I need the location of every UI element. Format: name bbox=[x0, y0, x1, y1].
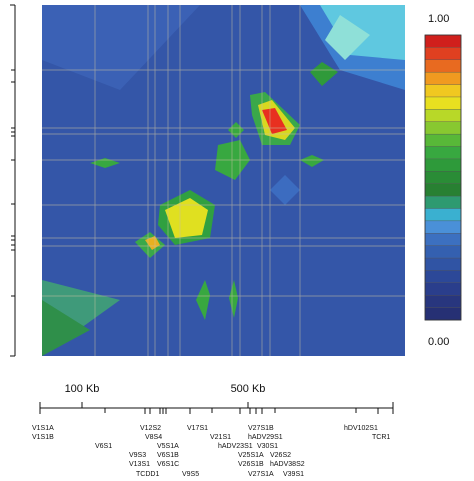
colorbar-band bbox=[424, 183, 462, 197]
gene-label: V8S4 bbox=[145, 434, 162, 441]
gene-label: V6S1 bbox=[95, 443, 112, 450]
gene-label: V1S1B bbox=[32, 434, 54, 441]
gene-label: TCDD1 bbox=[136, 471, 159, 478]
gene-label: TCR1 bbox=[372, 434, 390, 441]
gene-label: V5S1A bbox=[157, 443, 179, 450]
colorbar-band bbox=[424, 195, 462, 209]
gene-label: V9S3 bbox=[129, 452, 146, 459]
gene-label: hADV23S1 bbox=[218, 443, 253, 450]
colorbar-band bbox=[424, 109, 462, 123]
gene-label: V27S1A bbox=[248, 471, 274, 478]
map-labels: 100 Kb 500 Kb V1S1A V1S1B V6S1 V12S2 V8S4 V5S1A… bbox=[32, 383, 390, 478]
colorbar-band bbox=[424, 233, 462, 247]
colorbar-band bbox=[424, 171, 462, 185]
colorbar-band bbox=[424, 282, 462, 296]
colorbar-band bbox=[424, 59, 462, 73]
colorbar-band bbox=[424, 34, 462, 48]
colorbar-band bbox=[424, 71, 462, 86]
scale-label: 500 Kb bbox=[231, 383, 266, 395]
gene-label: V13S1 bbox=[129, 461, 150, 468]
gene-label: V12S2 bbox=[140, 425, 161, 432]
colorbar-band bbox=[424, 245, 462, 259]
gene-label: V17S1 bbox=[187, 425, 208, 432]
colorbar-band bbox=[424, 208, 462, 222]
colorbar-band bbox=[424, 47, 462, 61]
gene-label: hDV102S1 bbox=[344, 425, 378, 432]
colorbar-band bbox=[424, 84, 462, 98]
left-axis bbox=[10, 4, 16, 357]
colorbar-band bbox=[424, 257, 462, 271]
colorbar-band bbox=[424, 295, 462, 309]
gene-label: V6S1B bbox=[157, 452, 179, 459]
gene-label: hADV29S1 bbox=[248, 434, 283, 441]
gene-label: V39S1 bbox=[283, 471, 304, 478]
heatmap bbox=[42, 5, 405, 356]
gene-label: V30S1 bbox=[257, 443, 278, 450]
colorbar-band bbox=[424, 133, 462, 148]
gene-label: V25S1A bbox=[238, 452, 264, 459]
gene-label: V1S1A bbox=[32, 425, 54, 432]
gene-label: V6S1C bbox=[157, 461, 179, 468]
gene-label: hADV38S2 bbox=[270, 461, 305, 468]
gene-label: V26S2 bbox=[270, 452, 291, 459]
scale-label: 100 Kb bbox=[65, 383, 100, 395]
map-line bbox=[39, 402, 394, 414]
gene-label: V27S1B bbox=[248, 425, 274, 432]
colorbar-band bbox=[424, 121, 462, 135]
colorbar bbox=[424, 34, 462, 321]
colorbar-band bbox=[424, 158, 462, 172]
colorbar-band bbox=[424, 220, 462, 234]
colorbar-min-label: 0.00 bbox=[428, 336, 449, 348]
gene-label: V9S5 bbox=[182, 471, 199, 478]
colorbar-band bbox=[424, 270, 462, 284]
gene-label: V21S1 bbox=[210, 434, 231, 441]
colorbar-band bbox=[424, 96, 462, 110]
colorbar-frame bbox=[424, 34, 462, 321]
colorbar-max-label: 1.00 bbox=[428, 13, 449, 25]
colorbar-band bbox=[424, 307, 462, 321]
colorbar-band bbox=[424, 146, 462, 160]
gene-label: V26S1B bbox=[238, 461, 264, 468]
